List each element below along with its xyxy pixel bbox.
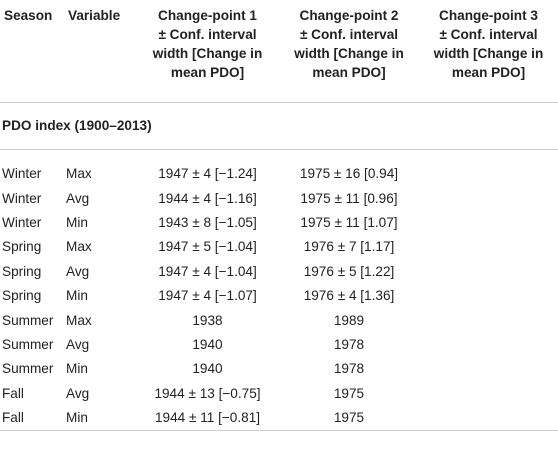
cell-season: Spring — [2, 239, 42, 255]
header-cp1-line: Change-point 1 — [158, 8, 257, 23]
cell-change-point-1: 1947 ± 5 [−1.04] — [158, 239, 257, 255]
cell-variable: Max — [66, 312, 92, 328]
cell-change-point-2: 1976 ± 7 [1.17] — [303, 239, 395, 255]
table-row: Winter Avg 1944 ± 4 [−1.16] 1975 ± 11 [0.96… — [0, 186, 558, 210]
table-row: Fall Avg 1944 ± 13 [−0.75] 1975 — [0, 381, 558, 405]
cell-change-point-2: 1975 — [333, 385, 365, 401]
spacer-cell — [0, 149, 558, 162]
table-row: Winter Max 1947 ± 4 [−1.24] 1975 ± 16 [0.94… — [0, 162, 558, 186]
cell-change-point-1: 1944 ± 11 [−0.81] — [136, 405, 279, 431]
header-cp3-line: width [Change in — [433, 46, 544, 61]
cell-variable: Min — [66, 214, 88, 230]
header-cp3-line: Change-point 3 — [439, 8, 538, 23]
header-cp2-line: mean PDO] — [312, 65, 386, 80]
cell-change-point-1: 1947 ± 4 [−1.24] — [158, 166, 257, 182]
pdo-change-point-table: Season Variable Change-point 1 ± Conf. i… — [0, 0, 558, 431]
table-row: Summer Max 1938 1989 — [0, 308, 558, 332]
cell-change-point-1: 1947 ± 4 [−1.07] — [158, 288, 257, 304]
table-row: Fall Min 1944 ± 11 [−0.81] 1975 — [0, 405, 558, 431]
cell-season: Winter — [2, 214, 42, 230]
cell-season: Winter — [2, 166, 42, 182]
cell-season: Winter — [2, 190, 42, 206]
cell-change-point-3 — [419, 381, 558, 405]
spacer-row — [0, 149, 558, 162]
table-row: Spring Avg 1947 ± 4 [−1.04] 1976 ± 5 [1.22] — [0, 259, 558, 283]
cell-change-point-1: 1944 ± 4 [−1.16] — [158, 190, 257, 206]
header-change-point-1: Change-point 1 ± Conf. interval width [C… — [136, 0, 279, 103]
header-row: Season Variable Change-point 1 ± Conf. i… — [0, 0, 558, 103]
cell-change-point-3 — [419, 259, 558, 283]
cell-season: Summer — [2, 361, 54, 377]
cell-change-point-3 — [419, 283, 558, 307]
table-row: Winter Min 1943 ± 8 [−1.05] 1975 ± 11 [1.07… — [0, 210, 558, 234]
cell-change-point-2: 1989 — [333, 312, 365, 328]
cell-change-point-1: 1944 ± 13 [−0.75] — [154, 385, 261, 401]
cell-change-point-2: 1975 ± 16 [0.94] — [299, 166, 399, 182]
section-title: PDO index (1900–2013) — [0, 102, 558, 150]
cell-change-point-2: 1975 ± 11 [1.07] — [300, 214, 398, 230]
header-change-point-2: Change-point 2 ± Conf. interval width [C… — [279, 0, 419, 103]
header-cp3-line: mean PDO] — [451, 65, 526, 80]
cell-change-point-2: 1978 — [333, 336, 365, 352]
cell-change-point-2: 1975 ± 11 [0.96] — [300, 190, 398, 206]
cell-change-point-2: 1975 — [279, 405, 419, 431]
cell-change-point-2: 1976 ± 4 [1.36] — [303, 288, 395, 304]
cell-change-point-1: 1938 — [192, 312, 223, 328]
cell-variable: Avg — [66, 190, 90, 206]
cell-change-point-2: 1978 — [333, 361, 365, 377]
table-row: Spring Max 1947 ± 5 [−1.04] 1976 ± 7 [1.17] — [0, 235, 558, 259]
cell-season: Summer — [2, 312, 54, 328]
cell-change-point-3 — [419, 210, 558, 234]
header-cp1-line: ± Conf. interval — [158, 27, 257, 42]
cell-season: Spring — [2, 263, 42, 279]
cell-variable: Max — [66, 239, 92, 255]
cell-change-point-1: 1940 — [192, 361, 223, 377]
cell-change-point-1: 1943 ± 8 [−1.05] — [158, 214, 257, 230]
cell-change-point-3 — [419, 357, 558, 381]
cell-variable: Min — [66, 361, 88, 377]
cell-change-point-3 — [419, 308, 558, 332]
header-season: Season — [0, 0, 64, 103]
cell-variable: Avg — [66, 263, 90, 279]
cell-variable: Max — [66, 166, 92, 182]
header-change-point-3: Change-point 3 ± Conf. interval width [C… — [419, 0, 558, 103]
section-row: PDO index (1900–2013) — [0, 102, 558, 150]
table-row: Summer Avg 1940 1978 — [0, 332, 558, 356]
cell-variable: Min — [66, 288, 88, 304]
cell-change-point-3 — [419, 405, 558, 431]
header-cp2-line: width [Change in — [294, 46, 404, 61]
header-cp2-line: Change-point 2 — [299, 8, 399, 23]
cell-change-point-3 — [419, 332, 558, 356]
header-cp1-line: width [Change in — [152, 46, 263, 61]
cell-change-point-3 — [419, 235, 558, 259]
cell-variable: Avg — [66, 336, 90, 352]
cell-change-point-2: 1976 ± 5 [1.22] — [303, 263, 395, 279]
header-variable: Variable — [64, 0, 136, 103]
cell-season: Fall — [0, 405, 64, 431]
cell-season: Spring — [2, 288, 42, 304]
header-cp2-line: ± Conf. interval — [299, 27, 399, 42]
cell-change-point-1: 1940 — [192, 336, 223, 352]
cell-change-point-3 — [419, 186, 558, 210]
header-cp3-line: ± Conf. interval — [439, 27, 538, 42]
cell-change-point-3 — [419, 162, 558, 186]
table-row: Spring Min 1947 ± 4 [−1.07] 1976 ± 4 [1.36] — [0, 283, 558, 307]
cell-change-point-1: 1947 ± 4 [−1.04] — [158, 263, 257, 279]
cell-variable: Min — [64, 405, 136, 431]
cell-season: Fall — [2, 385, 24, 401]
cell-variable: Avg — [66, 385, 90, 401]
table-row: Summer Min 1940 1978 — [0, 357, 558, 381]
cell-season: Summer — [2, 336, 54, 352]
header-cp1-line: mean PDO] — [170, 65, 245, 80]
